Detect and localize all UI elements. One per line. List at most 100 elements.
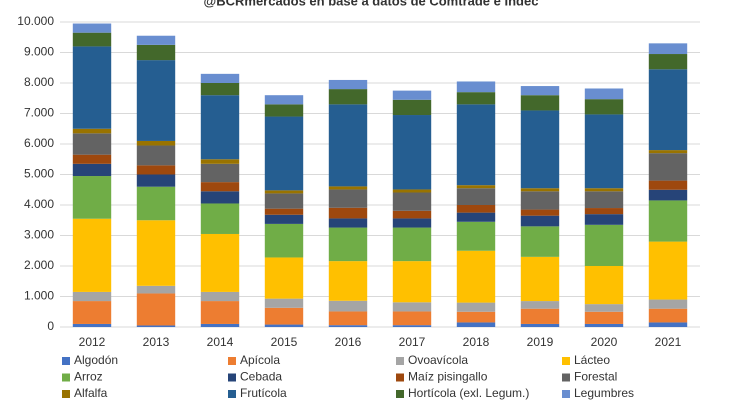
bar-segment [456,188,496,205]
bar-segment [584,224,624,266]
legend-label: Lácteo [574,353,610,367]
bar-segment [648,200,688,242]
legend-swatch [562,357,570,365]
bar-segment [648,180,688,190]
bar-segment [456,104,496,186]
bar-segment [392,261,432,303]
bar-segment [264,116,304,191]
bar-segment [328,261,368,301]
bar-segment [72,323,112,327]
legend-swatch [396,357,404,365]
bar-segment [392,311,432,326]
bar-segment [264,298,304,308]
bar-segment [584,99,624,115]
bar-segment [584,191,624,209]
legend-label: Ovoavícola [408,353,468,367]
bar-segment [264,190,304,194]
bar-segment [648,54,688,70]
bar-segment [328,79,368,90]
legend-swatch [396,390,404,398]
bar-segment [72,163,112,177]
x-tick-label: 2013 [143,335,170,349]
bar-segment [328,218,368,228]
y-tick-label: 3.000 [24,228,54,242]
bar-segment [648,322,688,327]
bar-segment [392,302,432,312]
legend-label: Cebada [240,370,282,384]
bar-segment [136,293,176,326]
bar-segment [392,99,432,116]
bar-segment [136,186,176,221]
bar-segment [392,218,432,228]
legend-swatch [228,373,236,382]
y-tick-label: 4.000 [24,197,54,211]
bar-segment [648,308,688,323]
bar-segment [328,207,368,219]
bar-segment [328,325,368,327]
bar-segment [648,299,688,309]
y-tick-label: 8.000 [24,75,54,89]
bar-segment [520,308,560,324]
bar-segment [264,214,304,224]
bar-segment [72,301,112,324]
y-tick-label: 7.000 [24,106,54,120]
bar-segment [72,176,112,219]
legend-label: Frutícola [240,386,287,400]
bar-segment [328,300,368,312]
bar-segment [328,311,368,326]
bar-segment [456,250,496,303]
legend-label: Legumbres [574,386,634,400]
bar-segment [392,115,432,190]
y-tick-label: 1.000 [24,289,54,303]
bar-segment [392,189,432,193]
legend-swatch [62,373,70,382]
bar-segment [584,311,624,324]
legend-swatch [228,390,236,398]
bar-segment [520,95,560,111]
bar-segment [520,256,560,302]
bar-segment [136,145,176,166]
bar-segment [72,23,112,33]
bar-segment [264,324,304,327]
bar-segment [264,307,304,325]
legend-label: Forestal [574,370,617,384]
bar-segment [520,188,560,192]
bar-segment [648,189,688,201]
legend-label: Algodón [74,353,118,367]
bar-segment [456,311,496,323]
bar-segment [584,114,624,189]
chart-title: @BCRmercados en base a datos de Comtrade… [204,0,539,8]
bar-segment [72,133,112,155]
bar-segment [456,185,496,189]
bar-segment [584,208,624,215]
x-tick-label: 2015 [271,335,298,349]
bar-segment [392,90,432,100]
bar-segment [200,233,240,292]
bar-segment [520,215,560,227]
bar-segment [72,154,112,164]
bar-segment [520,110,560,189]
bar-segment [648,43,688,55]
legend-label: Apícola [240,353,280,367]
legend-label: Maíz pisingallo [408,370,488,384]
bar-segment [72,46,112,129]
bar-segment [200,73,240,83]
legend-swatch [62,357,70,365]
bar-segment [200,323,240,327]
legend-swatch [62,390,70,398]
legend-label: Arroz [74,370,103,384]
y-tick-label: 6.000 [24,136,54,150]
bar-segment [136,140,176,146]
bar-segment [136,60,176,141]
bar-segment [328,104,368,187]
x-tick-label: 2014 [207,335,234,349]
bar-segment [264,95,304,105]
legend-label: Alfalfa [74,386,108,400]
bar-segment [264,104,304,117]
bar-segment [200,203,240,234]
y-tick-label: 0 [47,319,54,333]
bar-segment [648,153,688,181]
bar-segment [200,182,240,192]
bar-segment [200,291,240,302]
bar-segment [72,291,112,302]
